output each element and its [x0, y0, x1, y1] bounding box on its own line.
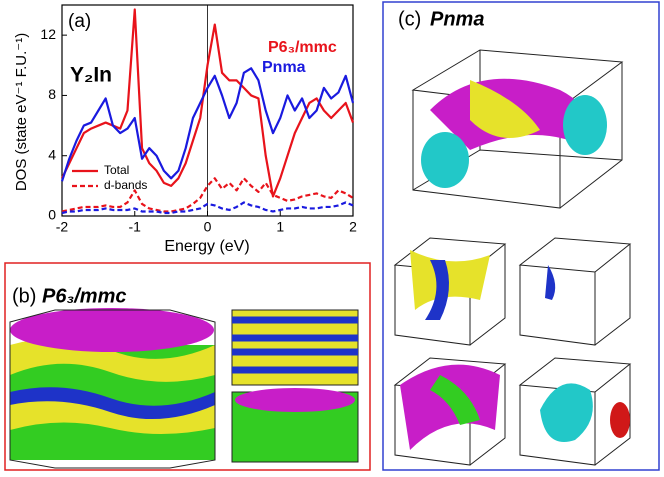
panel-title: Pnma [430, 8, 484, 30]
series-label: P6₃/mmc [268, 39, 337, 56]
panel-title: P6₃/mmc [42, 285, 126, 307]
figure: (a) Y₂In Energy (eV) DOS (state eV⁻¹ F.U… [0, 0, 664, 477]
x-axis-label: Energy (eV) [164, 238, 249, 255]
y-tick-label: 8 [48, 86, 56, 102]
series-label: Pnma [262, 59, 306, 76]
panel-label: (c) [398, 8, 421, 30]
compound-label: Y₂In [70, 64, 112, 87]
fermi-surface [10, 308, 358, 468]
x-tick-label: -1 [129, 219, 142, 235]
y-tick-label: 12 [40, 26, 56, 42]
fermi-surface [395, 50, 630, 465]
legend-label: d-bands [104, 178, 147, 192]
x-tick-label: -2 [56, 219, 69, 235]
legend-label: Total [104, 163, 129, 177]
x-tick-label: 1 [276, 219, 284, 235]
x-tick-label: 0 [204, 219, 212, 235]
x-tick-label: 2 [349, 219, 357, 235]
panel-label: (a) [68, 11, 91, 32]
y-tick-label: 4 [48, 146, 56, 162]
panel-label: (b) [12, 285, 36, 307]
y-tick-label: 0 [48, 207, 56, 223]
y-axis-label: DOS (state eV⁻¹ F.U.⁻¹) [13, 33, 30, 191]
